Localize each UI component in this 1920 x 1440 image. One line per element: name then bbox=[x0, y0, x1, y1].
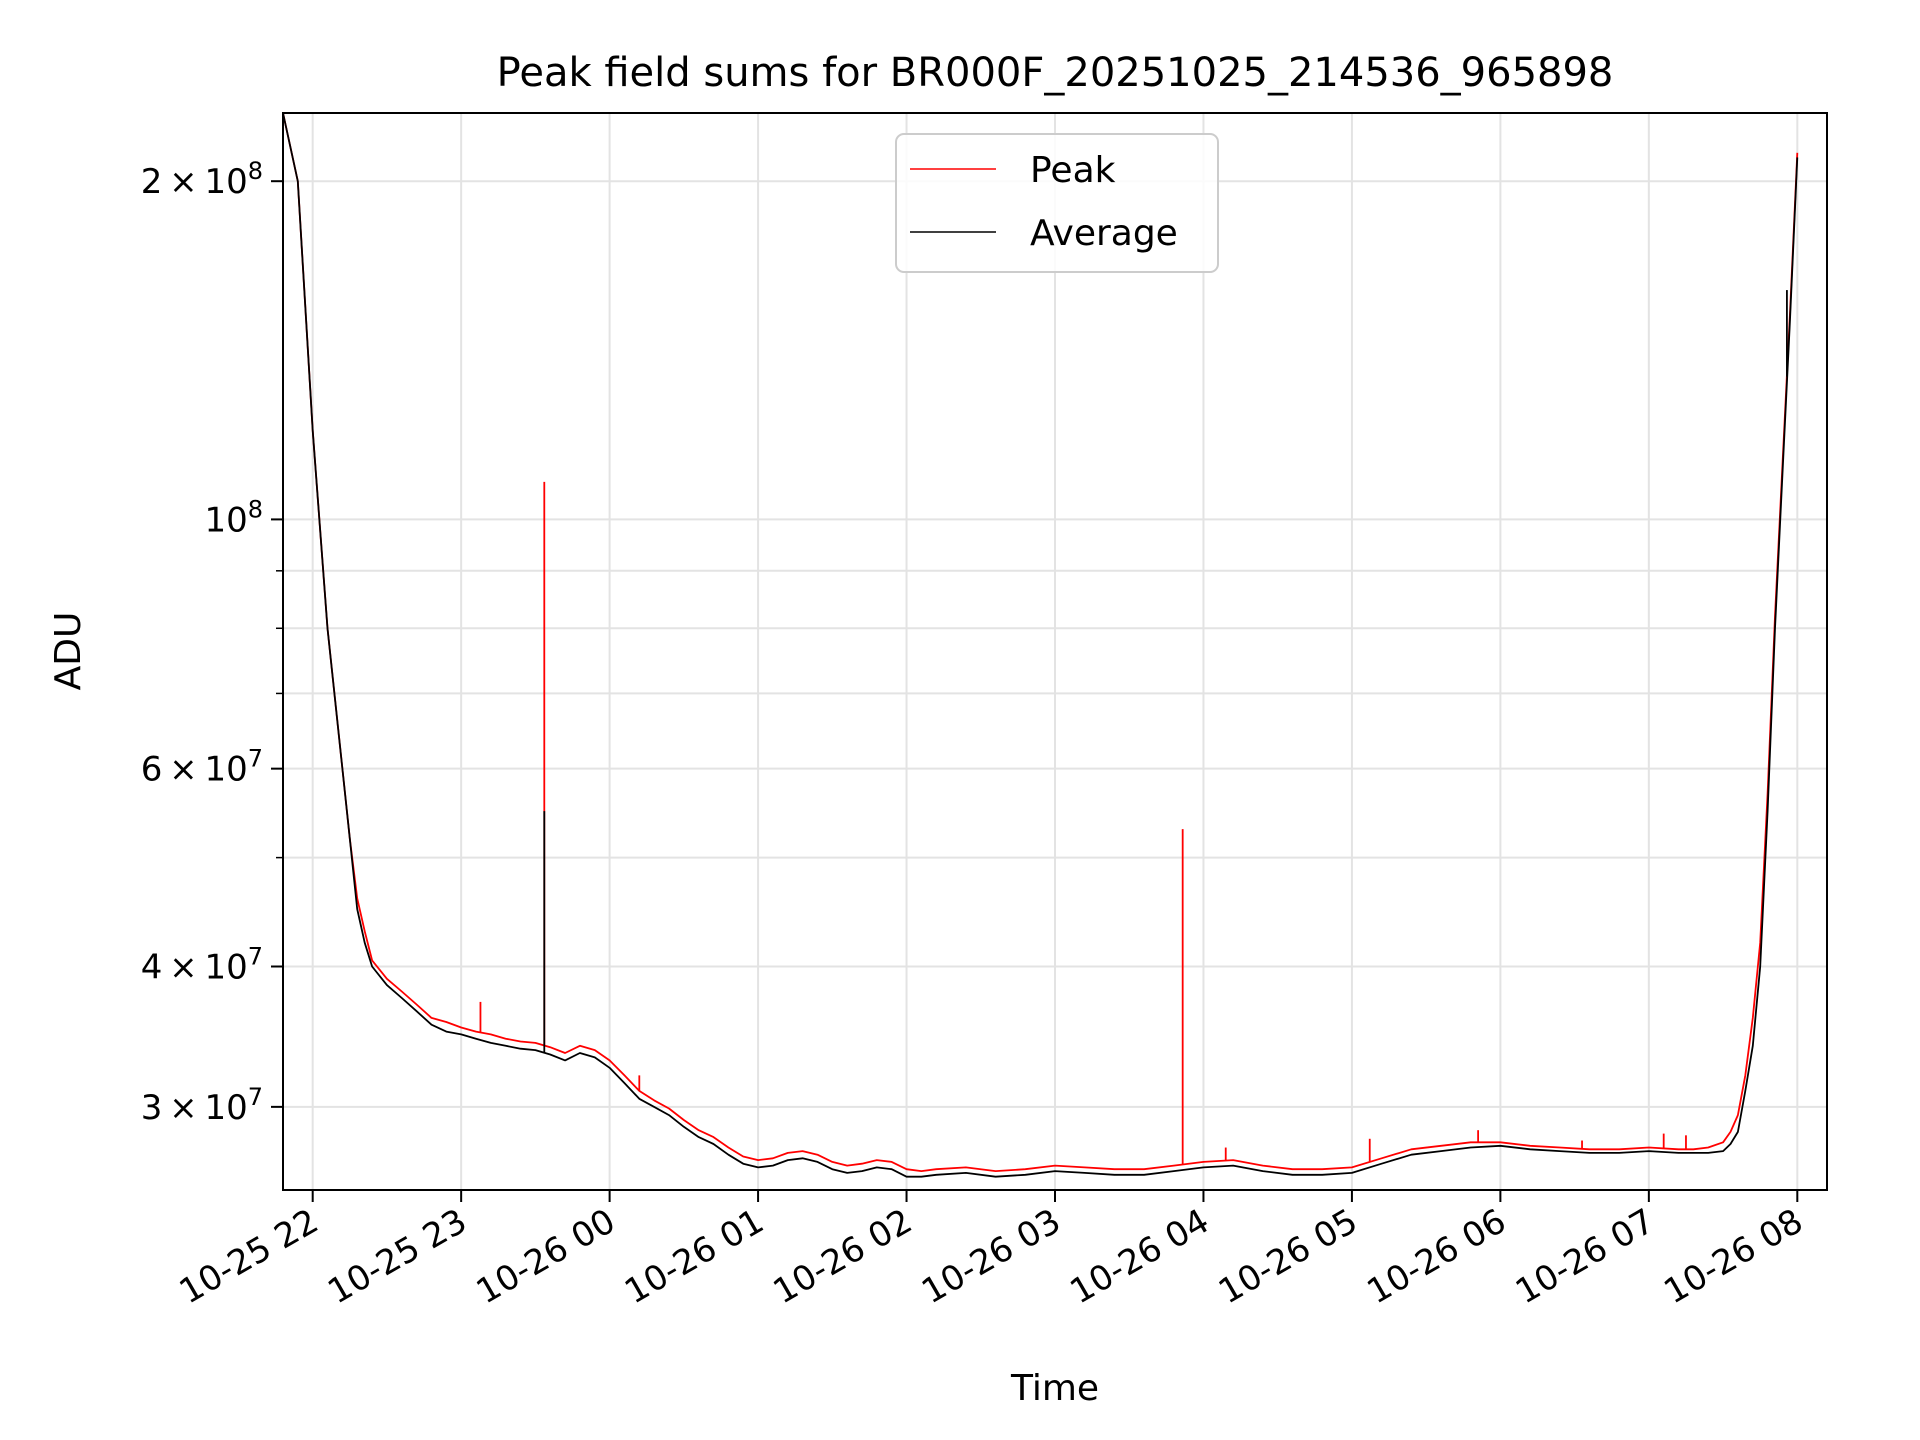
y-tick-label: 6 × 107 bbox=[141, 745, 263, 790]
y-tick-label: 2 × 108 bbox=[141, 157, 263, 202]
grid bbox=[283, 113, 1827, 1190]
x-axis-label: Time bbox=[1010, 1368, 1099, 1409]
y-axis-label: ADU bbox=[48, 612, 89, 691]
series-layer bbox=[283, 113, 1799, 1178]
legend: Peak Average bbox=[895, 133, 1219, 273]
y-tick-label: 3 × 107 bbox=[141, 1083, 263, 1128]
y-tick-label: 4 × 107 bbox=[141, 942, 263, 987]
y-axis: 3 × 107 4 × 107 6 × 107 108 2 × 108 bbox=[141, 157, 283, 1128]
series-line-average bbox=[283, 113, 1799, 1178]
chart-title: Peak field sums for BR000F_20251025_2145… bbox=[497, 50, 1614, 96]
legend-average-label: Average bbox=[1030, 213, 1178, 254]
legend-peak-label: Peak bbox=[1030, 150, 1116, 191]
y-tick-label: 108 bbox=[204, 495, 263, 540]
series-line-peak bbox=[283, 113, 1799, 1172]
